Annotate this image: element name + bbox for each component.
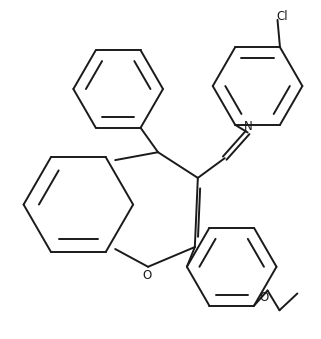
Text: Cl: Cl [276, 10, 288, 23]
Text: N: N [244, 120, 253, 134]
Text: O: O [259, 291, 268, 304]
Text: O: O [142, 269, 151, 282]
